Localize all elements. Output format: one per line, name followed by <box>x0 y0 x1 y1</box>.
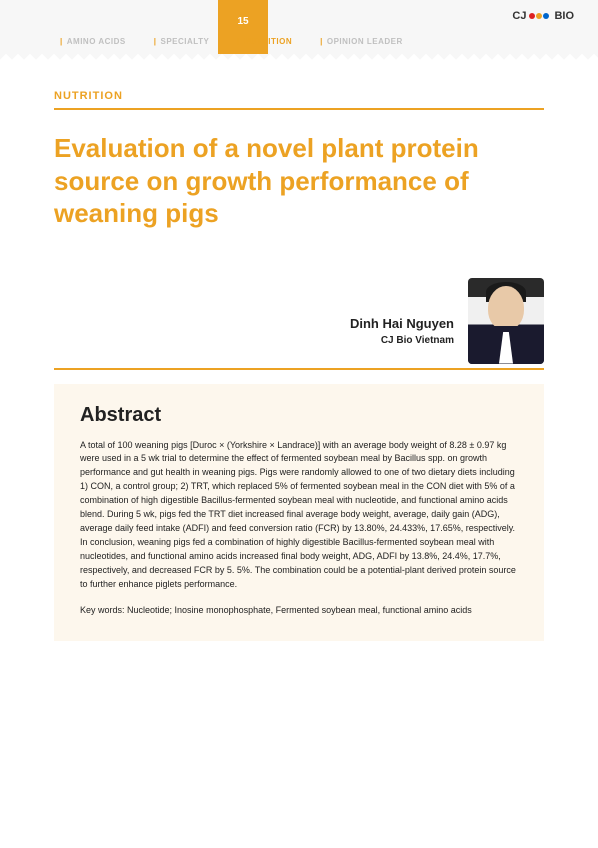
author-row: Dinh Hai Nguyen CJ Bio Vietnam <box>54 278 544 368</box>
author-affiliation: CJ Bio Vietnam <box>350 335 454 346</box>
author-photo <box>468 278 544 364</box>
nav-item-nutrition[interactable]: |NUTRITION <box>237 37 292 46</box>
section-underline <box>54 108 544 110</box>
keywords: Key words: Nucleotide; Inosine monophosp… <box>80 604 518 618</box>
nav-item-specialty[interactable]: |SPECIALTY <box>154 37 210 46</box>
nav-item-opinion-leader[interactable]: |OPINION LEADER <box>320 37 403 46</box>
page-header: 15 CJ BIO |AMINO ACIDS |SPECIALTY |NUTRI… <box>0 0 598 54</box>
abstract-heading: Abstract <box>80 404 518 427</box>
article-title: Evaluation of a novel plant protein sour… <box>54 132 544 230</box>
top-nav: |AMINO ACIDS |SPECIALTY |NUTRITION |OPIN… <box>0 37 598 46</box>
article-content: NUTRITION Evaluation of a novel plant pr… <box>0 54 598 641</box>
abstract-body: A total of 100 weaning pigs [Duroc × (Yo… <box>80 439 518 592</box>
author-underline <box>54 368 544 370</box>
logo-cj: CJ <box>512 10 526 22</box>
author-info: Dinh Hai Nguyen CJ Bio Vietnam <box>350 316 454 364</box>
brand-logo: CJ BIO <box>512 10 574 22</box>
logo-dots-icon <box>529 13 549 19</box>
abstract-box: Abstract A total of 100 weaning pigs [Du… <box>54 384 544 642</box>
nav-item-amino-acids[interactable]: |AMINO ACIDS <box>60 37 126 46</box>
logo-text: BIO <box>554 10 574 22</box>
page-number: 15 <box>237 16 248 27</box>
section-label: NUTRITION <box>54 90 544 102</box>
author-name: Dinh Hai Nguyen <box>350 316 454 331</box>
